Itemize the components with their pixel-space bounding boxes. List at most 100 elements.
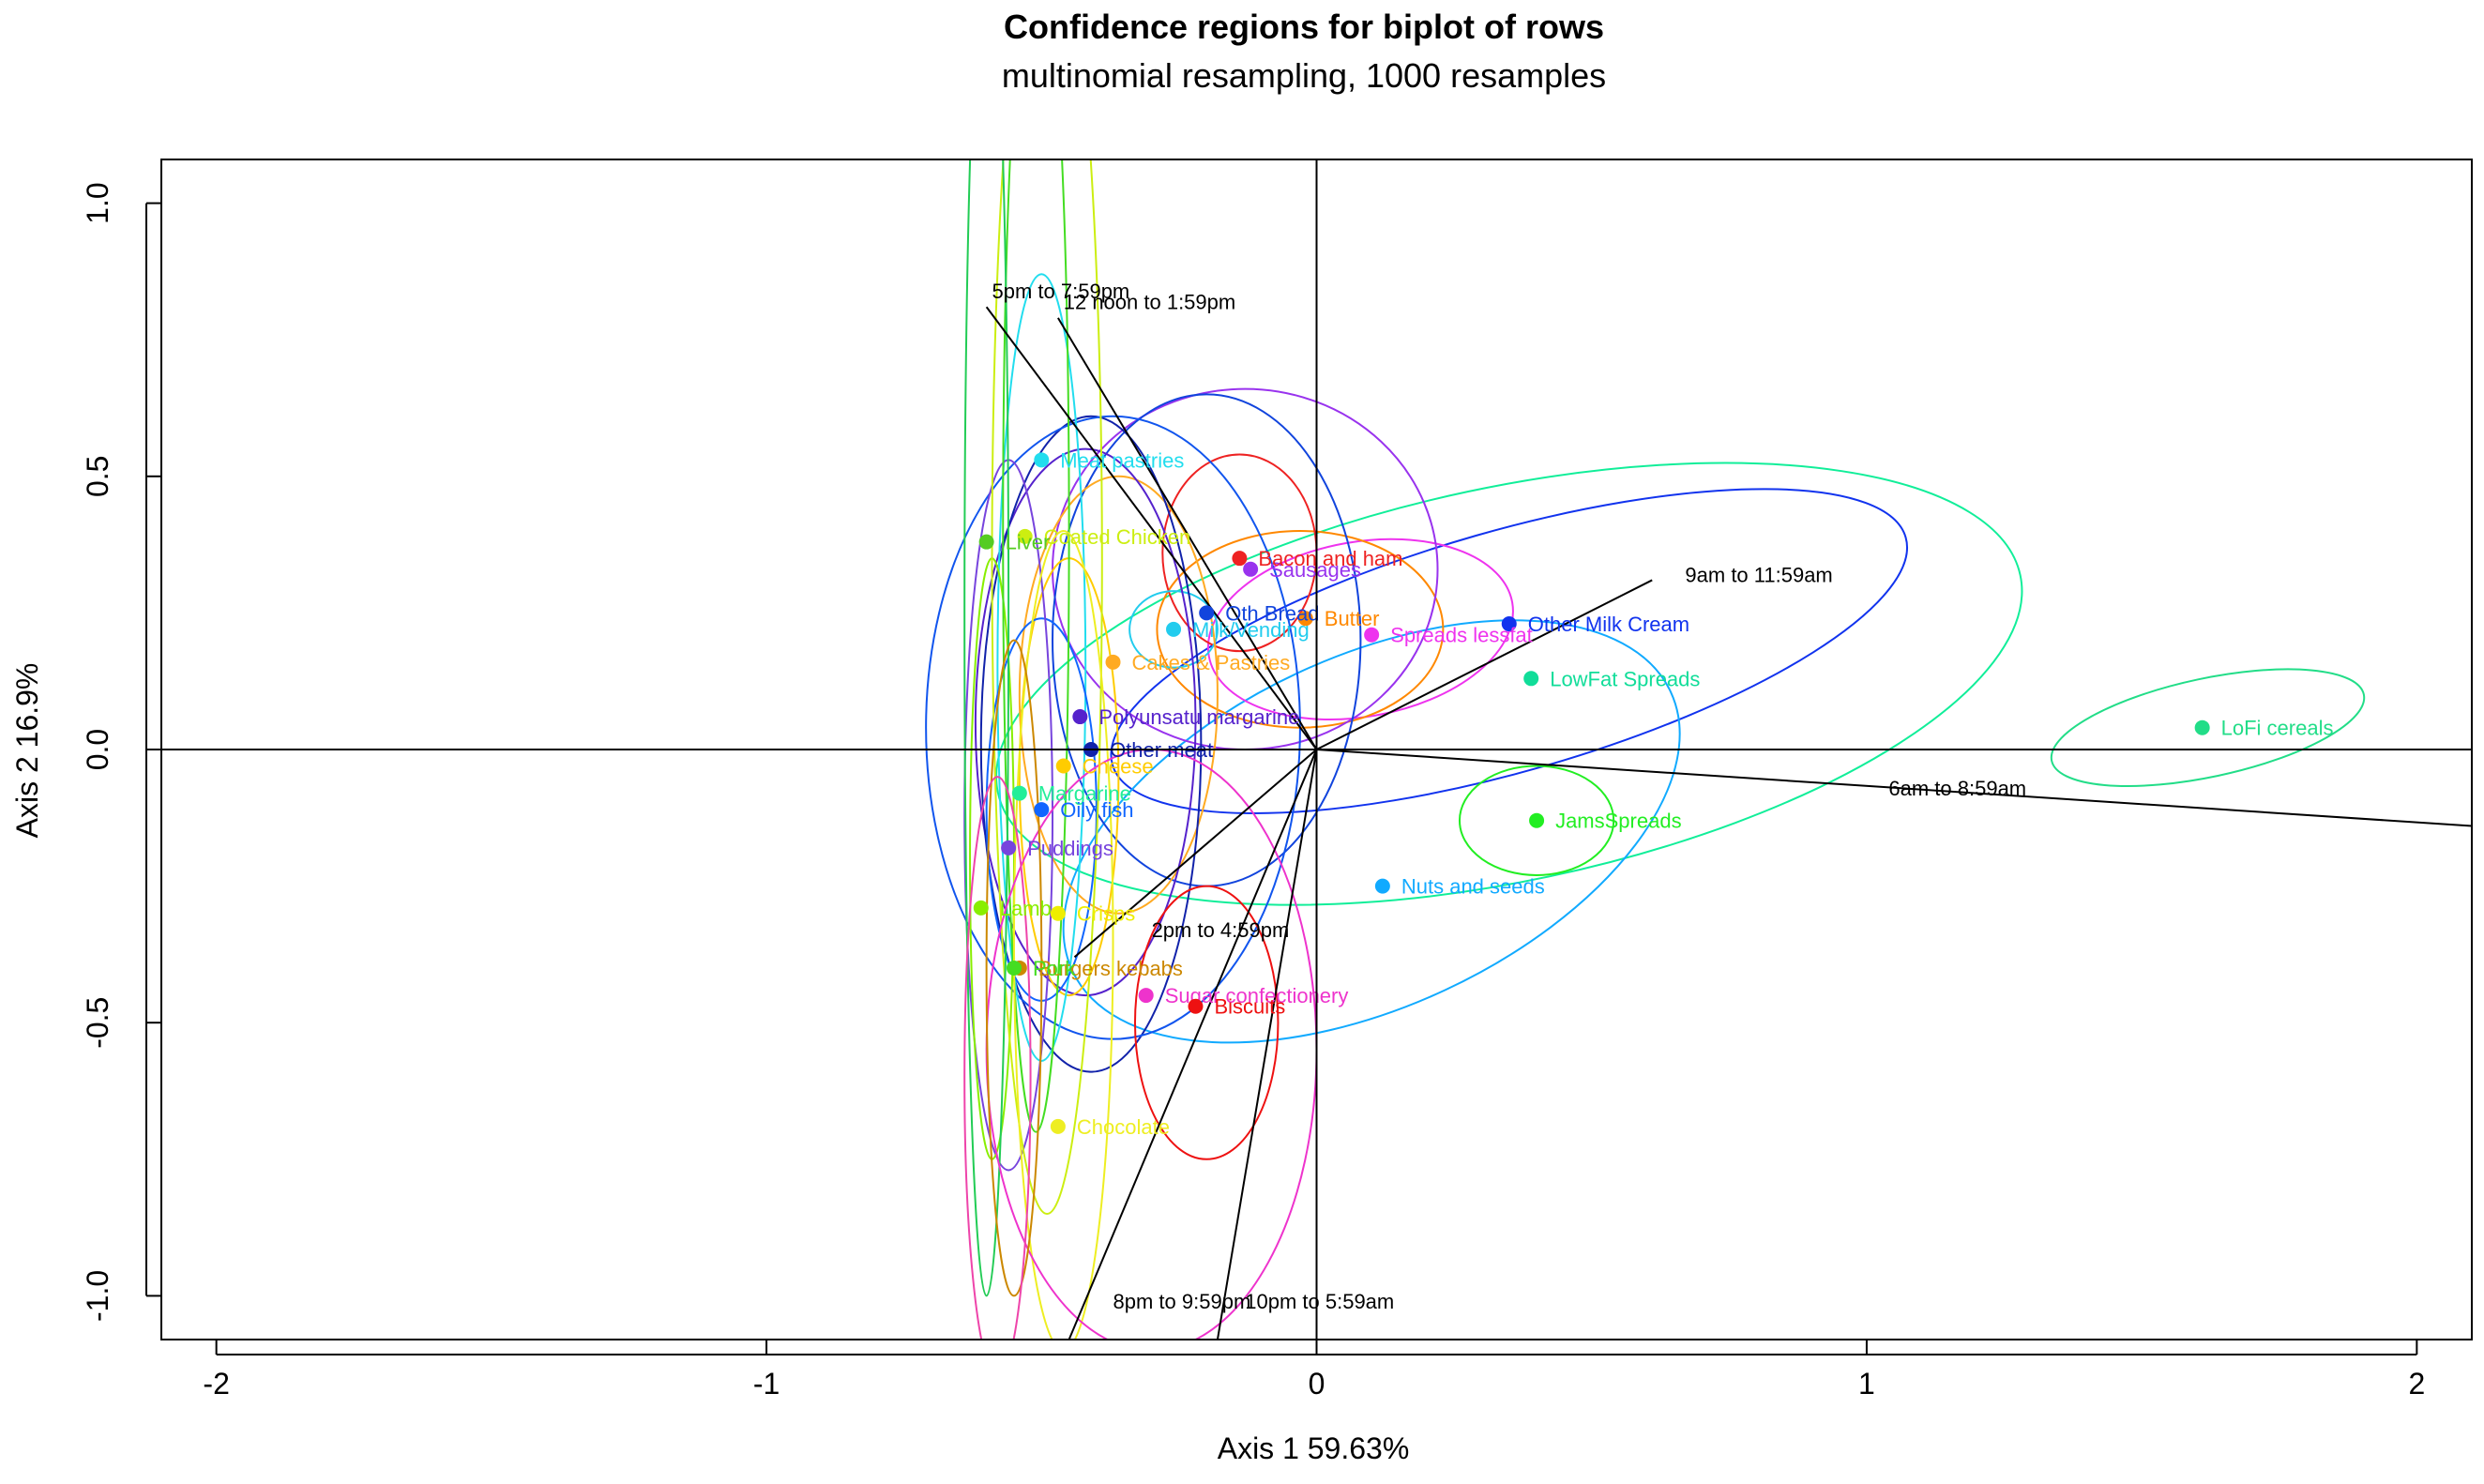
row-point-23 (1188, 998, 1204, 1014)
row-point-label-26: Coated Chicken (1044, 525, 1191, 549)
row-point-21 (1006, 960, 1022, 976)
row-point-15 (1011, 785, 1027, 801)
row-point-11 (1105, 654, 1121, 670)
biplot-arrow-1 (1316, 579, 1653, 750)
row-point-label-15: Margarine (1038, 782, 1131, 806)
confidence-ellipse-2 (995, 462, 2023, 906)
biplot-arrows (985, 306, 2472, 1340)
biplot-arrow-3 (985, 306, 1318, 750)
confidence-ellipse-24 (1133, 885, 1280, 1160)
confidence-ellipse-26 (985, 639, 1043, 1297)
confidence-ellipse-0 (2050, 668, 2366, 787)
row-point-19 (1050, 905, 1066, 921)
row-point-label-12: Polyunsatu margarine (1098, 705, 1299, 729)
row-point-label-17: Puddings (1027, 837, 1113, 860)
biplot-arrow-0 (1316, 749, 2472, 827)
row-points: LoFi cereals Other Milk Cream LowFat Sprea… (973, 448, 2334, 1139)
biplot-arrow-4 (1073, 749, 1318, 959)
confidence-ellipse-5 (1206, 538, 1514, 720)
confidence-ellipse-20 (991, 159, 1103, 1215)
row-point-label-7: Sausages (1269, 558, 1361, 582)
biplot-arrow-label-4: 2pm to 4:59pm (1152, 918, 1290, 942)
row-point-label-1: Other Milk Cream (1528, 613, 1689, 636)
x-axis-title: Axis 1 59.63% (1218, 1431, 1410, 1465)
row-point-4 (1374, 878, 1390, 894)
row-point-24 (1050, 1118, 1066, 1134)
row-point-label-27: Liver (1006, 531, 1051, 554)
biplot-arrow-2 (1057, 317, 1318, 750)
chart-title: Confidence regions for biplot of rows (1003, 8, 1604, 46)
row-point-label-9: Oth Bread (1225, 601, 1319, 625)
row-point-10 (1166, 621, 1182, 637)
row-point-label-21: Pork (1033, 957, 1076, 980)
row-point-label-23: Biscuits (1214, 995, 1285, 1019)
y-tick-label-1: -0.5 (81, 997, 114, 1049)
row-point-12 (1072, 709, 1088, 725)
row-point-1 (1501, 616, 1517, 632)
row-point-26 (1017, 528, 1033, 544)
confidence-ellipse-21 (1002, 159, 1070, 1133)
biplot-arrow-6 (1216, 749, 1318, 1340)
row-point-0 (2194, 719, 2210, 735)
confidence-ellipse-13 (979, 415, 1203, 1073)
chart-subtitle: multinomial resampling, 1000 resamples (1001, 56, 1607, 95)
row-point-25 (1034, 452, 1050, 468)
row-point-17 (1001, 840, 1017, 856)
x-tick-label-3: 1 (1858, 1367, 1875, 1401)
confidence-ellipse-12 (974, 447, 1197, 997)
biplot-arrow-5 (1068, 749, 1318, 1340)
row-point-label-14: Cheese (1083, 754, 1154, 778)
confidence-ellipse-27 (963, 776, 1032, 1340)
biplot-arrow-label-3: 5pm to 7:59pm (992, 280, 1130, 303)
y-tick-label-4: 1.0 (81, 182, 114, 223)
row-point-2 (1523, 671, 1539, 687)
row-point-label-0: LoFi cereals (2221, 717, 2334, 740)
row-point-14 (1055, 758, 1071, 774)
row-point-3 (1529, 812, 1545, 828)
x-tick-label-1: -1 (753, 1367, 780, 1401)
biplot-arrow-label-1: 9am to 11:59am (1685, 564, 1832, 587)
row-point-label-5: Spreads lessfat (1390, 624, 1533, 647)
row-point-label-20: Burgers kebabs (1038, 957, 1183, 980)
biplot-arrow-label-6: 10pm to 5:59am (1245, 1290, 1394, 1313)
biplot-arrow-label-2: 12 noon to 1:59pm (1064, 290, 1235, 313)
biplot-arrow-label-5: 8pm to 9:59pm (1113, 1290, 1251, 1313)
y-tick-label-3: 0.5 (81, 456, 114, 497)
confidence-ellipse-11 (1018, 475, 1219, 915)
row-point-label-19: Crisps (1077, 902, 1135, 926)
row-point-16 (1034, 802, 1050, 818)
row-point-6 (1297, 611, 1313, 627)
row-point-27 (978, 534, 994, 550)
row-point-22 (1138, 988, 1154, 1004)
row-point-7 (1243, 561, 1259, 577)
row-point-label-4: Nuts and seeds (1401, 875, 1545, 899)
y-axis-title: Axis 2 16.9% (10, 663, 44, 839)
confidence-ellipse-10 (1128, 590, 1219, 669)
confidence-ellipse-23 (1012, 530, 1114, 1340)
row-point-label-18: Lamb (1000, 897, 1052, 920)
confidence-ellipse-16 (996, 273, 1087, 1062)
axes: -2 -1 0 1 2 -1.0 -0.5 0.0 0.5 1.0 (81, 182, 2425, 1401)
row-point-18 (973, 900, 989, 916)
row-point-label-8: Bacon and ham (1258, 547, 1402, 570)
biplot-arrow-label-0: 6am to 8:59am (1888, 777, 2026, 800)
row-point-label-24: Chocolate (1077, 1115, 1170, 1139)
x-tick-label-0: -2 (203, 1367, 229, 1401)
row-point-label-6: Butter (1325, 607, 1380, 630)
biplot-arrow-labels: 6am to 8:59am 9am to 11:59am 12 noon to 1:… (992, 280, 2027, 1313)
x-tick-label-4: 2 (2408, 1367, 2425, 1401)
row-point-label-3: JamsSpreads (1555, 810, 1682, 833)
row-point-9 (1199, 605, 1215, 621)
y-tick-label-0: -1.0 (81, 1270, 114, 1322)
confidence-ellipse-3 (1458, 765, 1615, 876)
row-point-label-16: Oily fish (1060, 798, 1133, 822)
row-point-5 (1364, 627, 1380, 643)
y-tick-label-2: 0.0 (81, 729, 114, 770)
row-point-label-2: LowFat Spreads (1550, 667, 1700, 690)
row-point-label-11: Cakes & Pastries (1132, 651, 1291, 674)
row-point-label-25: Meat pastries (1060, 448, 1184, 472)
row-point-label-10: Milk/Vending (1192, 618, 1310, 642)
x-tick-label-2: 0 (1309, 1367, 1325, 1401)
row-point-8 (1232, 551, 1248, 567)
